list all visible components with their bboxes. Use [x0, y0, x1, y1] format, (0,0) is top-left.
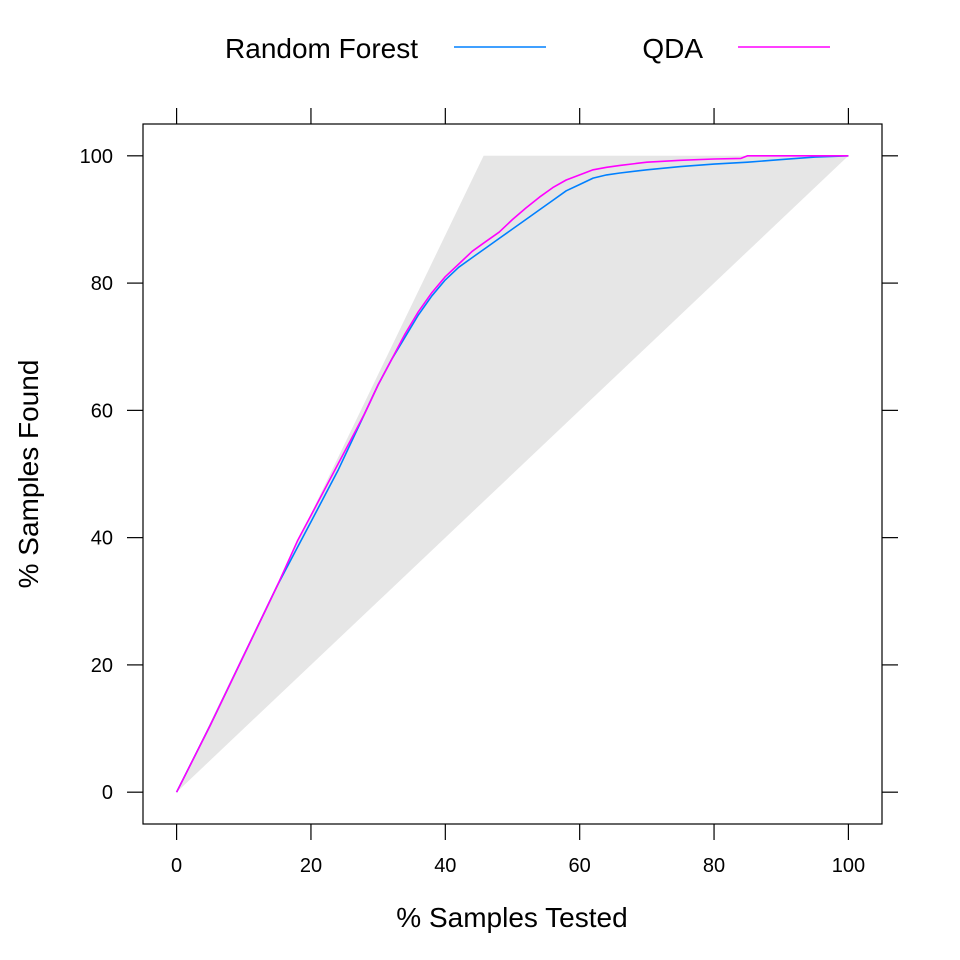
x-tick-label: 80	[703, 855, 725, 877]
reference-band-layer	[176, 155, 849, 793]
series-line-random-forest	[175, 155, 849, 793]
legend: Random Forest QDA	[225, 33, 830, 64]
plot-frame	[142, 123, 883, 825]
x-tick-label: 0	[171, 855, 182, 877]
y-tick-label: 20	[91, 655, 113, 677]
x-tick-label: 40	[434, 855, 456, 877]
x-tick-label: 20	[300, 855, 322, 877]
legend-label-random-forest: Random Forest	[225, 33, 418, 64]
x-tick-label: 100	[832, 855, 865, 877]
y-tick-label: 40	[91, 528, 113, 550]
y-tick-label: 80	[91, 273, 113, 295]
tick-layer: 0 20 40 60 80 100 0 20 40 60 80 100	[80, 108, 898, 877]
series-layer	[175, 155, 849, 793]
x-tick-label: 60	[569, 855, 591, 877]
y-tick-label: 0	[102, 782, 113, 804]
legend-label-qda: QDA	[642, 33, 703, 64]
series-line-qda	[175, 155, 849, 793]
y-tick-label: 100	[80, 146, 113, 168]
x-axis-title: % Samples Tested	[396, 902, 627, 933]
y-tick-label: 60	[91, 400, 113, 422]
reference-band	[176, 155, 849, 793]
y-axis-title: % Samples Found	[13, 360, 44, 589]
